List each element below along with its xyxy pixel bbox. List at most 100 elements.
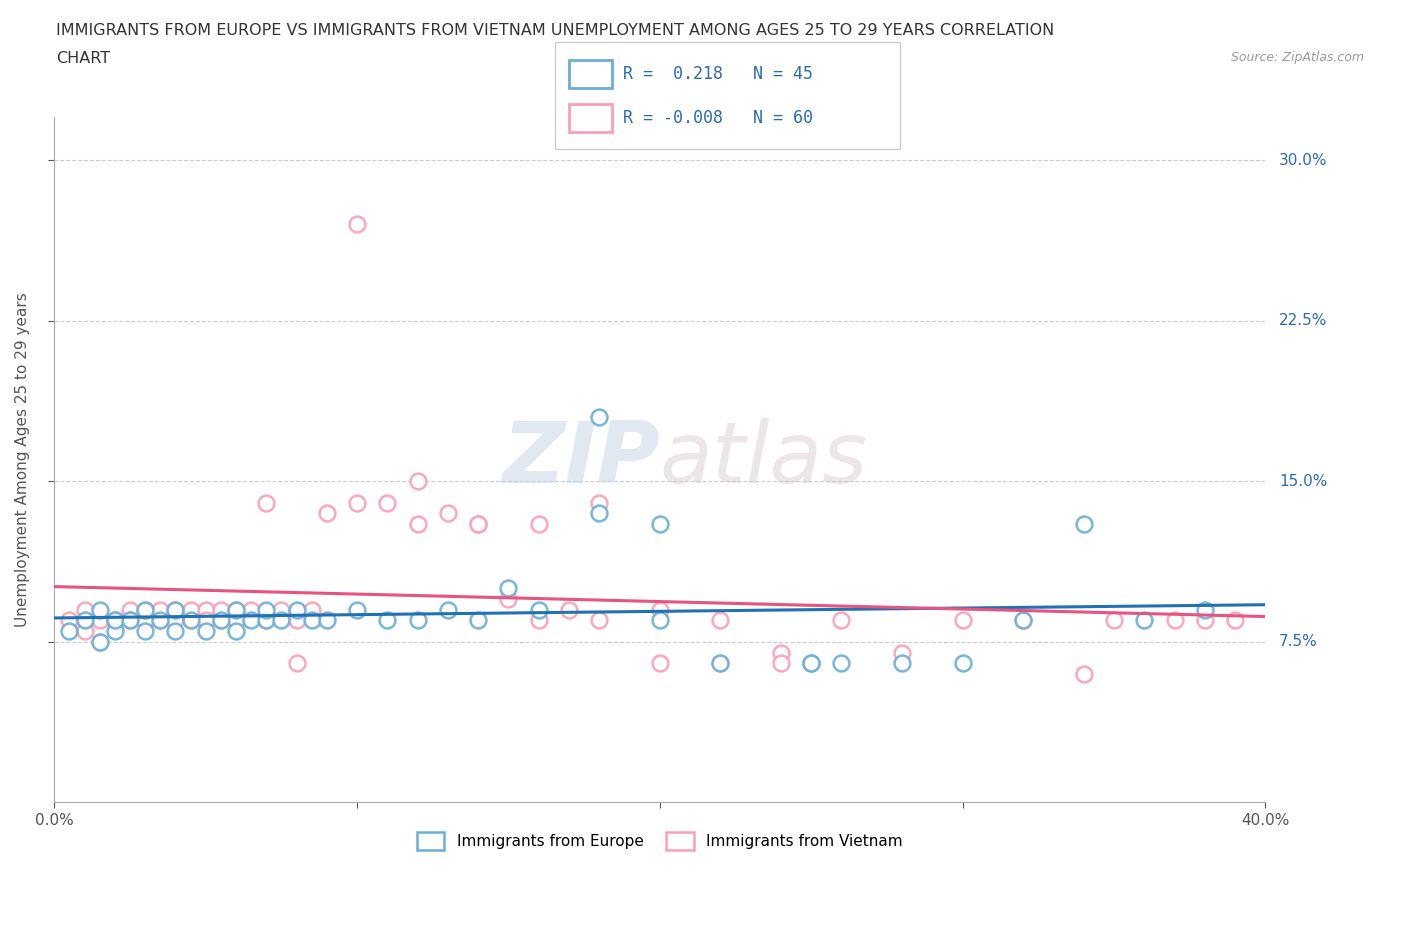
Point (194, 603, 217, 618)
Point (648, 613, 671, 628)
Text: 7.5%: 7.5% (1279, 634, 1317, 649)
Point (375, 613, 398, 628)
Point (648, 517, 671, 532)
Point (104, 613, 127, 628)
Point (194, 624, 217, 639)
Point (149, 603, 172, 618)
Point (254, 613, 277, 628)
Point (498, 591, 520, 606)
Point (149, 613, 172, 628)
Point (118, 613, 141, 628)
Point (406, 517, 429, 532)
Point (240, 603, 263, 618)
Point (1223, 613, 1246, 628)
Point (709, 656, 731, 671)
Point (315, 506, 337, 521)
Point (558, 603, 581, 618)
Point (225, 603, 247, 618)
Point (346, 603, 368, 618)
Point (648, 603, 671, 618)
Point (165, 603, 187, 618)
Point (285, 656, 308, 671)
Point (1133, 613, 1156, 628)
Point (527, 517, 550, 532)
Point (134, 624, 156, 639)
Text: 22.5%: 22.5% (1279, 313, 1327, 328)
Point (225, 613, 247, 628)
Point (437, 603, 460, 618)
Text: ZIP: ZIP (502, 418, 659, 501)
Point (270, 603, 292, 618)
Text: 30.0%: 30.0% (1279, 153, 1327, 167)
Point (467, 517, 489, 532)
Point (134, 603, 156, 618)
Point (134, 613, 156, 628)
Point (709, 613, 731, 628)
Point (1194, 603, 1216, 618)
Point (301, 613, 323, 628)
Point (800, 656, 823, 671)
Text: CHART: CHART (56, 51, 110, 66)
Point (588, 506, 610, 521)
Point (73, 603, 96, 618)
Point (180, 613, 202, 628)
Point (588, 409, 610, 424)
Point (375, 495, 398, 510)
Point (165, 624, 187, 639)
Point (89, 634, 111, 649)
Point (346, 217, 368, 232)
Point (58, 613, 80, 628)
Point (180, 603, 202, 618)
Point (225, 624, 247, 639)
Y-axis label: Unemployment Among Ages 25 to 29 years: Unemployment Among Ages 25 to 29 years (15, 292, 30, 627)
Point (165, 603, 187, 618)
Point (73, 613, 96, 628)
Text: Source: ZipAtlas.com: Source: ZipAtlas.com (1230, 51, 1364, 64)
Point (437, 506, 460, 521)
Point (1073, 517, 1095, 532)
Text: atlas: atlas (659, 418, 868, 501)
Point (1073, 667, 1095, 682)
Point (891, 656, 914, 671)
Point (1102, 613, 1125, 628)
Point (800, 656, 823, 671)
Point (498, 581, 520, 596)
Point (254, 603, 277, 618)
Point (180, 613, 202, 628)
Point (301, 603, 323, 618)
Legend: Immigrants from Europe, Immigrants from Vietnam: Immigrants from Europe, Immigrants from … (411, 826, 908, 857)
Point (891, 645, 914, 660)
Point (240, 613, 263, 628)
Point (315, 613, 337, 628)
Point (104, 624, 127, 639)
Point (406, 613, 429, 628)
Point (209, 603, 232, 618)
Point (134, 603, 156, 618)
Point (194, 613, 217, 628)
Text: 15.0%: 15.0% (1279, 473, 1327, 489)
Point (648, 656, 671, 671)
Point (467, 613, 489, 628)
Point (346, 495, 368, 510)
Point (285, 613, 308, 628)
Point (467, 517, 489, 532)
Point (225, 603, 247, 618)
Point (952, 656, 974, 671)
Point (406, 473, 429, 488)
Text: IMMIGRANTS FROM EUROPE VS IMMIGRANTS FROM VIETNAM UNEMPLOYMENT AMONG AGES 25 TO : IMMIGRANTS FROM EUROPE VS IMMIGRANTS FRO… (56, 23, 1054, 38)
Point (769, 656, 792, 671)
Point (254, 495, 277, 510)
Point (58, 624, 80, 639)
Point (527, 603, 550, 618)
Point (104, 613, 127, 628)
Point (1194, 613, 1216, 628)
Point (769, 645, 792, 660)
Point (709, 656, 731, 671)
Text: R = -0.008   N = 60: R = -0.008 N = 60 (623, 109, 813, 127)
Point (118, 603, 141, 618)
Point (118, 613, 141, 628)
Point (285, 603, 308, 618)
Point (952, 613, 974, 628)
Point (830, 656, 852, 671)
Point (588, 613, 610, 628)
